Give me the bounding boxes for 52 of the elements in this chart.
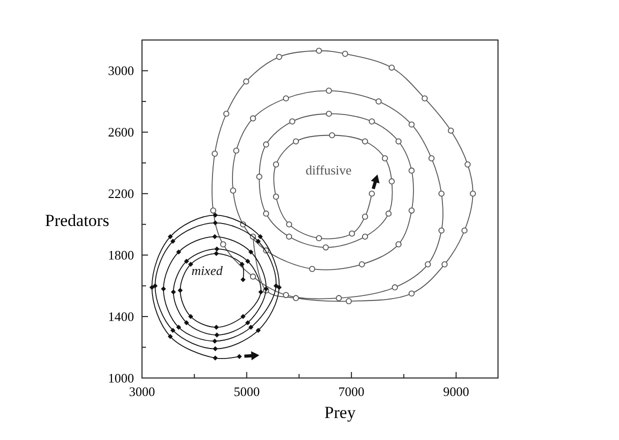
x-tick-label: 7000 <box>338 384 364 399</box>
point <box>240 277 246 282</box>
y-tick-label: 1000 <box>108 370 134 386</box>
x-tick-label: 9000 <box>443 384 470 399</box>
point <box>212 220 218 226</box>
point <box>240 314 246 320</box>
point <box>176 250 182 255</box>
point <box>212 338 218 344</box>
point <box>176 324 182 330</box>
x-tick-label: 3000 <box>129 384 155 399</box>
point <box>214 332 220 338</box>
point <box>214 246 220 252</box>
point <box>178 288 183 293</box>
y-tick-label: 3000 <box>108 63 134 78</box>
point <box>239 262 244 267</box>
series-label: diffusive <box>306 162 352 178</box>
point <box>212 346 218 352</box>
point <box>188 262 194 267</box>
y-tick-label: 1800 <box>108 248 134 263</box>
y-axis-title: Predators <box>45 210 110 230</box>
point <box>212 212 218 218</box>
point <box>245 258 250 264</box>
point <box>170 238 176 244</box>
point <box>168 334 173 340</box>
y-tick-label: 2200 <box>108 186 134 202</box>
x-axis-title: Prey <box>324 403 356 422</box>
point <box>212 356 218 361</box>
point <box>274 283 279 288</box>
point <box>248 250 254 255</box>
x-tick-label: 5000 <box>234 384 260 399</box>
point <box>170 289 176 294</box>
point <box>160 286 166 292</box>
y-tick-label: 2600 <box>108 124 134 140</box>
point <box>170 328 176 333</box>
point <box>256 238 261 244</box>
point <box>184 258 189 264</box>
point <box>258 234 263 240</box>
point <box>258 289 264 294</box>
point <box>245 320 250 326</box>
point <box>149 284 154 290</box>
point <box>256 328 261 333</box>
point <box>214 324 219 330</box>
series-label: mixed <box>192 263 224 278</box>
point <box>214 251 219 256</box>
y-tick-label: 1400 <box>108 309 134 324</box>
point <box>236 354 242 359</box>
point <box>212 234 218 240</box>
point <box>248 324 254 330</box>
point <box>184 320 189 326</box>
point <box>276 284 282 290</box>
point <box>188 314 194 320</box>
point <box>168 234 173 240</box>
